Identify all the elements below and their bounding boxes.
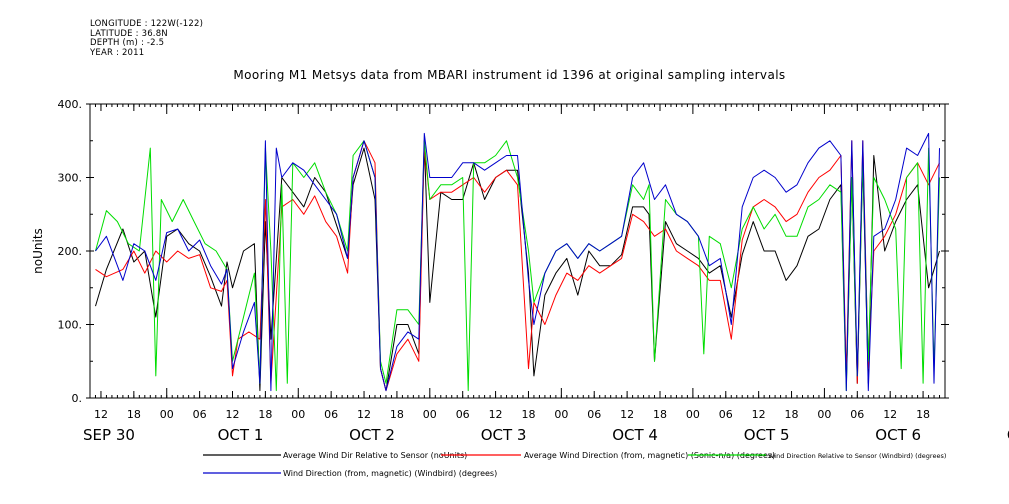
day-label: OCT 2 xyxy=(349,426,395,444)
x-tick-label: 18 xyxy=(127,408,141,421)
x-tick-label: 18 xyxy=(521,408,535,421)
x-tick-label: 06 xyxy=(587,408,601,421)
y-tick-label: 200. xyxy=(58,245,83,258)
x-tick-label: 12 xyxy=(94,408,108,421)
chart-series xyxy=(95,132,940,392)
x-tick-label: 00 xyxy=(817,408,831,421)
latitude-text: LATITUDE : 36.8N xyxy=(90,28,168,39)
chart-title: Mooring M1 Metsys data from MBARI instru… xyxy=(233,68,786,82)
depth-text: DEPTH (m) : -2.5 xyxy=(90,38,165,48)
x-tick-label: 06 xyxy=(850,408,864,421)
x-tick-label: 18 xyxy=(258,408,272,421)
series-line-4 xyxy=(95,132,940,392)
day-label: OCT 1 xyxy=(218,426,264,444)
x-tick-label: 00 xyxy=(423,408,437,421)
x-tick-label: 18 xyxy=(390,408,404,421)
legend-label-1: Average Wind Dir Relative to Sensor (noU… xyxy=(283,451,467,460)
year-text: YEAR : 2011 xyxy=(90,47,145,58)
legend-label-3: Wind Direction Relative to Sensor (Windb… xyxy=(768,452,946,460)
day-label: OCT 6 xyxy=(875,426,921,444)
day-label: OCT 4 xyxy=(612,426,658,444)
legend-label-4: Wind Direction (from, magnetic) (Windbir… xyxy=(283,469,497,478)
day-label: SEP 30 xyxy=(83,426,135,444)
legend-label-2: Average Wind Direction (from, magnetic) … xyxy=(524,451,775,460)
x-tick-label: 18 xyxy=(785,408,799,421)
x-tick-label: 06 xyxy=(456,408,470,421)
x-tick-label: 00 xyxy=(554,408,568,421)
chart-axes: 0. 100. 200. 300. 400. noUnits 12 18 00 06 12 18 00 0… xyxy=(31,98,1009,444)
y-tick-label: 100. xyxy=(58,319,83,332)
day-label: OCT 5 xyxy=(744,426,790,444)
x-tick-label: 12 xyxy=(357,408,371,421)
plot-frame xyxy=(89,103,946,399)
y-tick-label: 0. xyxy=(72,392,83,405)
metadata-block: LONGITUDE : 122W(-122) LATITUDE : 36.8N … xyxy=(90,19,204,58)
x-tick-label: 12 xyxy=(752,408,766,421)
y-tick-label: 300. xyxy=(58,172,83,185)
x-tick-label: 00 xyxy=(686,408,700,421)
y-tick-label: 400. xyxy=(58,98,83,111)
series-line-3 xyxy=(95,140,940,392)
x-tick-label: 12 xyxy=(883,408,897,421)
x-tick-label: 06 xyxy=(193,408,207,421)
x-tick-label: 12 xyxy=(620,408,634,421)
x-tick-label: 00 xyxy=(160,408,174,421)
series-line-1 xyxy=(95,140,940,392)
series-line-2 xyxy=(95,140,940,392)
day-label: OCT 7 xyxy=(1007,426,1009,444)
x-tick-label: 06 xyxy=(324,408,338,421)
x-tick-label: 18 xyxy=(916,408,930,421)
day-label: OCT 3 xyxy=(481,426,527,444)
chart-legend: Average Wind Dir Relative to Sensor (noU… xyxy=(203,451,946,478)
y-axis-label: noUnits xyxy=(31,228,45,274)
x-tick-label: 00 xyxy=(291,408,305,421)
x-tick-label: 12 xyxy=(226,408,240,421)
x-tick-label: 12 xyxy=(489,408,503,421)
x-tick-label: 06 xyxy=(719,408,733,421)
longitude-text: LONGITUDE : 122W(-122) xyxy=(90,19,204,29)
x-tick-label: 18 xyxy=(653,408,667,421)
